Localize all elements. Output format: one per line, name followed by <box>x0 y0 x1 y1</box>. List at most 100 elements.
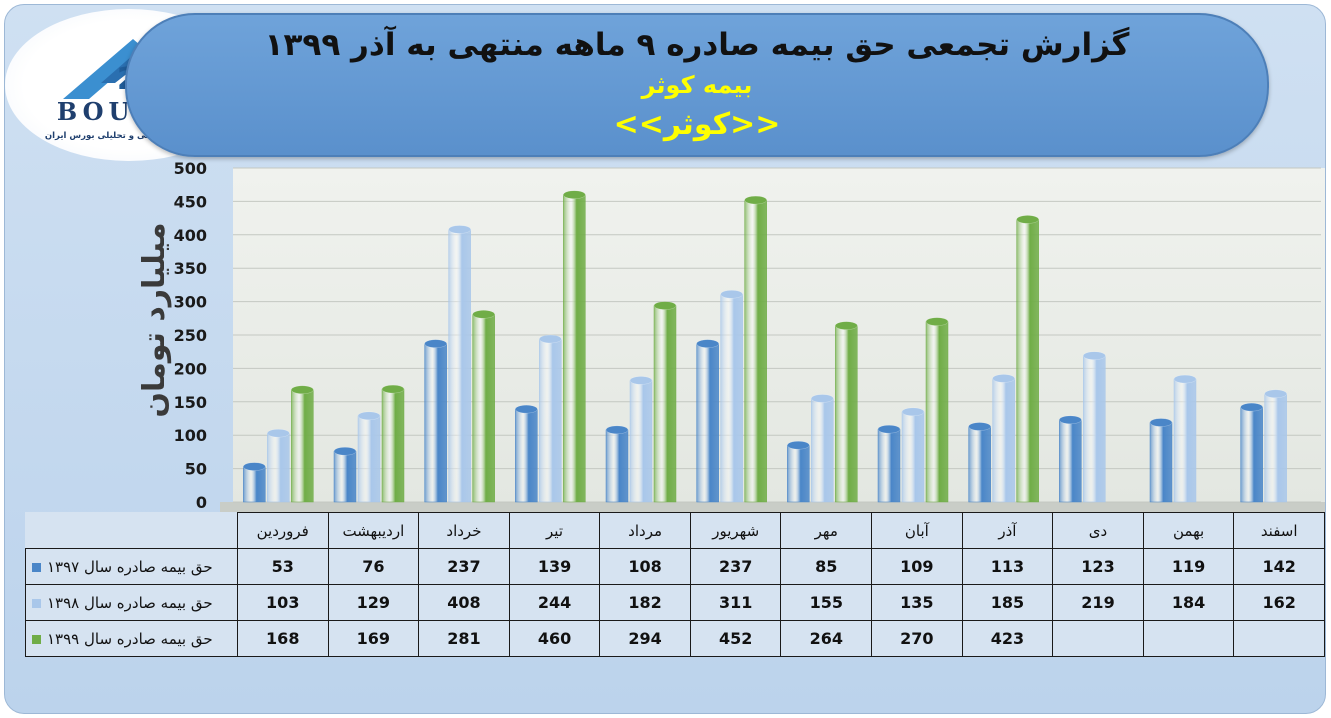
bar-cap <box>787 440 810 450</box>
bar-cap <box>629 376 653 385</box>
legend-swatch-icon <box>32 562 41 572</box>
table-header-row: فروردین اردیبهشت خرداد تیر مرداد شهریور مهر آبا… <box>25 512 1325 549</box>
table-cell: 169 <box>327 620 420 657</box>
bar <box>448 229 471 503</box>
table-cell: 452 <box>689 620 782 657</box>
bar-chart: 0 50 100 150 200 250 300 350 400 450 500 <box>174 159 1321 512</box>
table-cell: 237 <box>418 548 510 585</box>
table-month-header: مرداد <box>599 512 691 549</box>
legend-entry: حق بیمه صادره سال ۱۳۹۸ <box>25 584 238 621</box>
bar <box>563 194 586 503</box>
table-cell: 219 <box>1052 584 1144 621</box>
bar <box>901 411 925 503</box>
table-cell: 184 <box>1142 584 1235 621</box>
bar-cap <box>243 462 266 471</box>
data-table: فروردین اردیبهشت خرداد تیر مرداد شهریور مهر آبا… <box>25 512 1325 657</box>
bar-cap <box>720 290 743 299</box>
bar-cap <box>333 446 357 456</box>
table-corner <box>25 512 238 549</box>
table-cell: 85 <box>780 548 873 585</box>
table-cell: 423 <box>961 620 1054 657</box>
bar-cap <box>563 190 586 199</box>
bar <box>925 321 949 503</box>
bar <box>267 432 290 503</box>
table-cell: 244 <box>508 584 601 621</box>
table-month-header: اسفند <box>1233 512 1325 549</box>
bar <box>968 426 991 503</box>
legend-entry: حق بیمه صادره سال ۱۳۹۷ <box>25 548 238 585</box>
table-cell: 135 <box>871 584 963 621</box>
bar <box>381 388 405 503</box>
bar-cap <box>267 428 290 438</box>
bar-cap <box>1264 389 1287 399</box>
bar <box>1240 406 1263 503</box>
table-cell: 129 <box>327 584 420 621</box>
bar <box>1264 393 1287 503</box>
table-cell: 408 <box>418 584 510 621</box>
table-cell: 103 <box>236 584 329 621</box>
bar <box>629 380 653 503</box>
y-tick-label: 500 <box>174 159 207 178</box>
bar <box>696 343 719 503</box>
table-cell: 185 <box>961 584 1054 621</box>
bar <box>992 378 1015 503</box>
bar <box>357 415 381 503</box>
table-cell: 139 <box>508 548 601 585</box>
bar-cap <box>744 195 767 205</box>
table-cell: 311 <box>689 584 782 621</box>
table-cell: 155 <box>780 584 873 621</box>
bar <box>605 429 629 503</box>
logo-tagline: پایگاه اطلاع رسانی و تحلیلی بورس ایران <box>44 131 218 141</box>
legend-swatch-icon <box>32 634 41 644</box>
legend-entry: حق بیمه صادره سال ۱۳۹۹ <box>25 620 238 657</box>
plot-floor <box>220 502 1325 512</box>
table-month-header: آبان <box>871 512 963 549</box>
table-cell: 142 <box>1233 548 1325 585</box>
chart-title: گزارش تجمعی حق بیمه صادره ۹ ماهه منتهی ب… <box>264 27 1130 63</box>
table-cell: 123 <box>1052 548 1144 585</box>
y-tick-label: 300 <box>174 293 207 312</box>
bar-cap <box>1240 402 1263 412</box>
table-cell: 108 <box>599 548 691 585</box>
table-cell <box>1052 620 1144 657</box>
bar <box>1059 419 1082 503</box>
bar-cap <box>925 317 949 326</box>
bar <box>1016 219 1039 503</box>
legend-swatch-icon <box>32 598 41 608</box>
bar-cap <box>877 424 901 434</box>
table-month-header: خرداد <box>418 512 510 549</box>
bar-cap <box>1173 374 1197 384</box>
table-month-header: دی <box>1052 512 1144 549</box>
table-cell: 237 <box>689 548 782 585</box>
table-row: حق بیمه صادره سال ۱۳۹۹ 168 169 281 460 294 452… <box>25 620 1325 657</box>
bar-cap <box>901 407 925 417</box>
bar <box>333 450 357 503</box>
y-tick-label: 200 <box>174 359 207 378</box>
table-cell: 53 <box>236 548 329 585</box>
table-cell: 109 <box>871 548 963 585</box>
bar <box>811 398 834 503</box>
y-tick-label: 450 <box>174 192 207 211</box>
table-cell: 182 <box>599 584 691 621</box>
series-name: حق بیمه صادره سال ۱۳۹۹ <box>47 629 213 648</box>
bar-cap <box>539 334 562 344</box>
bar-cap <box>515 404 538 414</box>
y-tick-label: 0 <box>196 493 207 512</box>
bar <box>653 305 677 503</box>
bar-cap <box>357 411 381 421</box>
bar <box>472 314 495 503</box>
bar <box>243 466 266 503</box>
table-month-header: شهریور <box>689 512 782 549</box>
table-cell: 162 <box>1233 584 1325 621</box>
company-name: بیمه کوثر <box>641 71 753 99</box>
table-cell: 294 <box>599 620 691 657</box>
bar-cap <box>291 385 314 395</box>
table-month-header: مهر <box>780 512 873 549</box>
bar <box>539 338 562 503</box>
table-cell: 264 <box>780 620 873 657</box>
table-cell: 113 <box>961 548 1054 585</box>
bar <box>744 199 767 503</box>
chart-frame: 2 4 BOURSE پایگاه اطلاع رسانی و تحلیلی ب… <box>4 4 1326 714</box>
bar <box>1173 378 1197 503</box>
table-cell: 168 <box>236 620 329 657</box>
